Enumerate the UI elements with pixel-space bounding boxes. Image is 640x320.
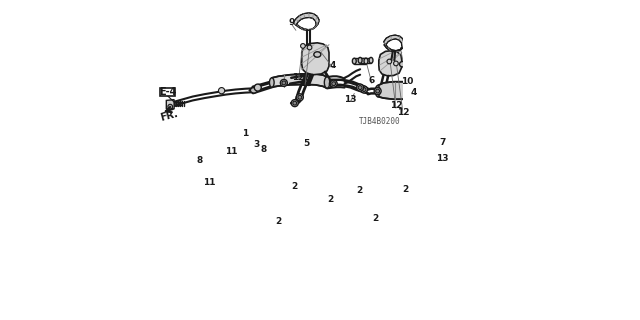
Text: 13: 13 — [436, 154, 449, 163]
Circle shape — [280, 79, 287, 86]
Ellipse shape — [364, 58, 368, 64]
Text: 8: 8 — [196, 156, 203, 165]
Circle shape — [293, 101, 297, 105]
Ellipse shape — [314, 52, 321, 57]
Circle shape — [218, 88, 225, 94]
Polygon shape — [301, 43, 329, 75]
Circle shape — [362, 88, 366, 92]
Text: 2: 2 — [402, 185, 408, 195]
Circle shape — [394, 61, 398, 66]
Text: 8: 8 — [261, 145, 267, 154]
Ellipse shape — [428, 86, 433, 97]
Circle shape — [376, 89, 380, 93]
Circle shape — [374, 88, 381, 95]
Ellipse shape — [269, 78, 274, 87]
Polygon shape — [379, 51, 402, 76]
Circle shape — [332, 82, 335, 86]
Text: 12: 12 — [397, 108, 410, 117]
Text: FR.: FR. — [159, 109, 179, 123]
Polygon shape — [249, 88, 257, 92]
Text: 9: 9 — [289, 18, 295, 27]
Ellipse shape — [375, 86, 380, 97]
FancyBboxPatch shape — [160, 88, 175, 96]
Circle shape — [358, 86, 362, 90]
Text: 12: 12 — [299, 79, 311, 88]
Text: 2: 2 — [275, 217, 282, 226]
Text: 11: 11 — [225, 147, 237, 156]
Ellipse shape — [399, 61, 406, 67]
Text: 7: 7 — [440, 138, 446, 147]
Circle shape — [298, 95, 301, 99]
Polygon shape — [272, 74, 327, 88]
Text: 4: 4 — [330, 61, 336, 70]
Text: 2: 2 — [292, 181, 298, 190]
Text: 12: 12 — [390, 101, 402, 110]
Circle shape — [387, 59, 392, 64]
Ellipse shape — [324, 77, 330, 88]
Circle shape — [254, 84, 261, 91]
Text: 10: 10 — [401, 77, 413, 86]
Circle shape — [360, 86, 367, 93]
Text: 4: 4 — [411, 88, 417, 97]
Circle shape — [307, 45, 312, 50]
Text: TJB4B0200: TJB4B0200 — [359, 117, 401, 126]
Ellipse shape — [413, 84, 418, 98]
Text: 12: 12 — [292, 73, 305, 82]
Polygon shape — [166, 100, 174, 109]
Circle shape — [330, 80, 337, 87]
Ellipse shape — [250, 88, 257, 93]
Circle shape — [282, 81, 286, 85]
Text: E-4: E-4 — [159, 87, 176, 97]
Circle shape — [330, 80, 337, 87]
Text: 2: 2 — [372, 214, 378, 223]
Circle shape — [301, 44, 305, 48]
Polygon shape — [355, 58, 366, 64]
Polygon shape — [360, 58, 371, 63]
Text: 1: 1 — [242, 129, 248, 138]
Text: 3: 3 — [254, 140, 260, 149]
Circle shape — [168, 104, 173, 109]
Text: 2: 2 — [356, 186, 362, 195]
Circle shape — [291, 100, 298, 107]
Ellipse shape — [358, 57, 362, 63]
Polygon shape — [378, 82, 415, 99]
Text: 2: 2 — [328, 195, 333, 204]
Circle shape — [356, 84, 364, 91]
Text: 13: 13 — [344, 95, 356, 104]
Ellipse shape — [416, 86, 421, 97]
Circle shape — [407, 88, 414, 95]
Circle shape — [409, 89, 413, 93]
Polygon shape — [383, 35, 404, 52]
Text: 5: 5 — [304, 139, 310, 148]
Ellipse shape — [353, 58, 356, 64]
Polygon shape — [419, 86, 430, 97]
Text: 6: 6 — [369, 76, 375, 85]
Circle shape — [296, 94, 303, 101]
Ellipse shape — [369, 57, 373, 63]
Circle shape — [331, 82, 335, 86]
Text: 11: 11 — [204, 178, 216, 187]
Polygon shape — [293, 13, 319, 30]
